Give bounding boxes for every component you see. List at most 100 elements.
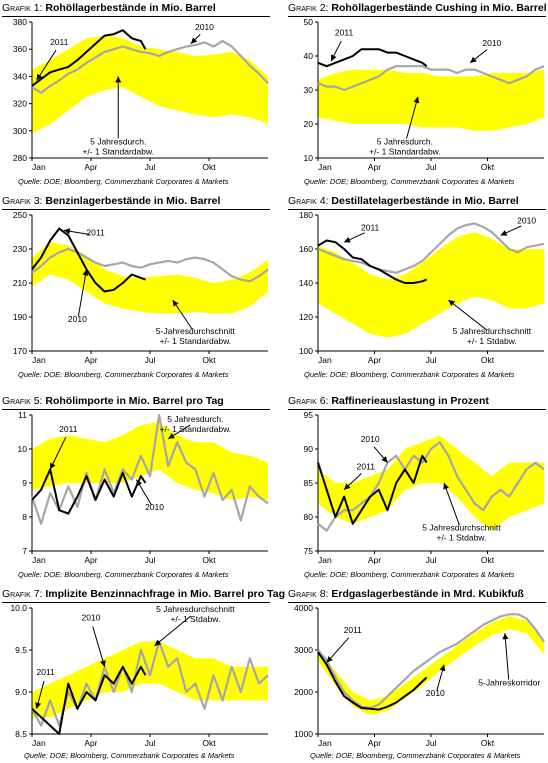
x-tick-label: Jan — [32, 555, 46, 565]
annotation-label: 2010 — [145, 502, 164, 512]
series-line-2011 — [31, 665, 147, 735]
annotation-label: 2011 — [344, 625, 363, 635]
arrow-head — [448, 300, 455, 307]
annotation-label: 2011 — [36, 667, 55, 677]
panel-title-text: Implizite Benzinnachfrage in Mio. Barrel… — [45, 588, 285, 600]
y-tick-label: 320 — [13, 99, 27, 109]
title-rule — [2, 209, 270, 210]
y-tick-label: 100 — [299, 346, 313, 356]
annotation-label: 5 Jahresdurchschnitt +/- 1 Stdabw. — [422, 523, 501, 543]
x-tick-label: Jul — [426, 738, 437, 748]
chart-svg: 8.5 9.0 9.5 10.0 Jan Apr Jul Okt 2011 2010 5 Jahre… — [10, 603, 269, 748]
panel-title: Grafik 2: Rohöllagerbestände Cushing in … — [288, 2, 547, 14]
y-tick-label: 170 — [13, 346, 27, 356]
y-tick-label: 340 — [13, 71, 27, 81]
x-tick-label: Okt — [481, 555, 495, 565]
arrow-head — [344, 236, 351, 243]
arrow-head — [502, 633, 509, 640]
arrow-head — [36, 73, 43, 81]
title-rule — [288, 16, 546, 17]
title-rule — [288, 409, 546, 410]
series-line-2010 — [31, 640, 269, 727]
panel-title-text: Destillatelagerbestände in Mio. Barrel — [331, 195, 519, 207]
band-area — [318, 232, 544, 338]
x-tick-label: Jan — [32, 355, 46, 365]
y-tick-label: 230 — [13, 244, 27, 254]
y-tick-label: 10 — [304, 153, 314, 163]
x-tick-label: Okt — [202, 555, 216, 565]
panel-title: Grafik 6: Raffinerieauslastung in Prozen… — [288, 395, 489, 407]
x-tick-label: Okt — [481, 355, 495, 365]
chart-svg: 10 20 30 40 50 Jan Apr Jul Okt 2011 2010 5 Jahresdu… — [304, 17, 545, 172]
band-area — [32, 242, 268, 314]
panel-title: Grafik 7: Implizite Benzinnachfrage in M… — [2, 588, 285, 600]
x-tick-label: Okt — [481, 738, 495, 748]
panel-number: Grafik 5: — [2, 395, 43, 407]
chart-svg: 280 300 320 340 360 380 Jan Apr Jul Okt 2011 2010 5 … — [13, 17, 269, 172]
band-area — [32, 421, 268, 500]
arrow-head — [500, 230, 508, 236]
panel-8: Grafik 8: Erdgaslagerbestände in Mrd. Ku… — [288, 588, 546, 763]
y-tick-label: 50 — [304, 17, 314, 27]
annotation-label: 5 Jahresdurch. +/- 1 Standardabw. — [369, 136, 441, 156]
band-area — [32, 641, 268, 718]
x-tick-label: Apr — [368, 355, 381, 365]
y-tick-label: 75 — [304, 546, 314, 556]
band-area — [318, 69, 544, 131]
series-line-2010 — [317, 65, 545, 92]
y-tick-label: 210 — [13, 278, 27, 288]
y-tick-label: 140 — [299, 278, 313, 288]
annotation-arrow — [154, 615, 192, 647]
arrow-head — [470, 56, 477, 63]
x-tick-label: Jul — [145, 355, 156, 365]
annotation-label: 5 Jahresdurch. +/- 1 Standardabw. — [82, 136, 154, 156]
annotation-label: 5-Jahresdurchschnitt +/- 1 Standardabw. — [156, 326, 236, 346]
chart-svg: 100 120 140 160 180 Jan Apr Jul Okt 2011 2010 5 Jah… — [299, 210, 545, 365]
annotation-label: 5 Jahresdurchschnitt +/- 1 Stdabw. — [453, 326, 532, 346]
x-tick-label: Okt — [481, 162, 495, 172]
panel-number: Grafik 8: — [288, 588, 329, 600]
panel-3: Grafik 3: Benzinlagerbestände in Mio. Ba… — [2, 195, 270, 381]
panel-number: Grafik 7: — [2, 588, 43, 600]
title-rule — [288, 602, 546, 603]
panel-5: Grafik 5: Rohölimporte in Mio. Barrel pr… — [2, 395, 270, 581]
source-note: Quelle: DOE; Bloomberg, Commerzbank Corp… — [24, 751, 235, 760]
title-rule — [2, 409, 270, 410]
x-tick-label: Jul — [426, 555, 437, 565]
arrow-head — [326, 656, 333, 663]
annotation-label: 2011 — [335, 28, 354, 38]
source-note: Quelle: DOE; Bloomberg, Commerzbank Corp… — [18, 370, 229, 379]
annotation-arrow — [504, 633, 510, 680]
x-tick-label: Jan — [318, 355, 332, 365]
x-tick-label: Apr — [84, 162, 97, 172]
arrow-head — [443, 483, 449, 490]
annotation-label: 2010 — [195, 22, 214, 32]
y-tick-label: 80 — [304, 512, 314, 522]
annotation-arrow — [36, 49, 57, 81]
arrow-head — [331, 54, 337, 62]
source-note: Quelle: DOE; Bloomberg, Commerzbank Corp… — [18, 570, 229, 579]
x-tick-label: Okt — [202, 355, 216, 365]
source-note: Quelle: DOE; Bloomberg, Commerzbank Corp… — [310, 751, 521, 760]
arrow-head — [115, 76, 122, 83]
series-line-2010 — [31, 247, 269, 283]
annotation-label: 2010 — [82, 613, 101, 623]
y-tick-label: 4000 — [294, 603, 313, 613]
panel-1: Grafik 1: Rohöllagerbestände in Mio. Bar… — [2, 2, 270, 188]
y-tick-label: 380 — [13, 17, 27, 27]
panel-title-text: Raffinerieauslastung in Prozent — [331, 395, 489, 407]
source-note: Quelle: DOE; Bloomberg, Commerzbank Corp… — [304, 177, 515, 186]
series-line-2011 — [31, 29, 147, 87]
annotation-label: 5-Jahreskorridor — [478, 678, 540, 688]
x-tick-label: Jul — [426, 355, 437, 365]
panel-title: Grafik 5: Rohölimporte in Mio. Barrel pr… — [2, 395, 224, 407]
x-tick-label: Jul — [426, 162, 437, 172]
x-tick-label: Apr — [84, 355, 97, 365]
x-tick-label: Apr — [368, 738, 381, 748]
x-tick-label: Jan — [318, 738, 332, 748]
panel-2: Grafik 2: Rohöllagerbestände Cushing in … — [288, 2, 547, 188]
y-tick-label: 8 — [22, 512, 27, 522]
annotation-label: 5 Jahresdurch. +/- 1 Standardabw. — [160, 414, 232, 434]
panel-number: Grafik 3: — [2, 195, 43, 207]
series-line-2011 — [317, 651, 428, 711]
